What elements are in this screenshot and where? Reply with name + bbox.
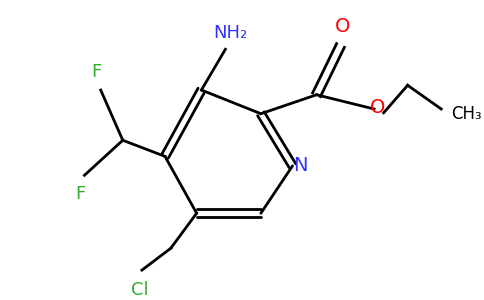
Text: F: F [76, 185, 86, 203]
Text: Cl: Cl [131, 281, 149, 299]
Text: O: O [335, 17, 350, 36]
Text: O: O [370, 98, 386, 117]
Text: F: F [92, 63, 102, 81]
Text: N: N [293, 156, 307, 175]
Text: NH₂: NH₂ [213, 24, 247, 42]
Text: CH₃: CH₃ [451, 105, 482, 123]
